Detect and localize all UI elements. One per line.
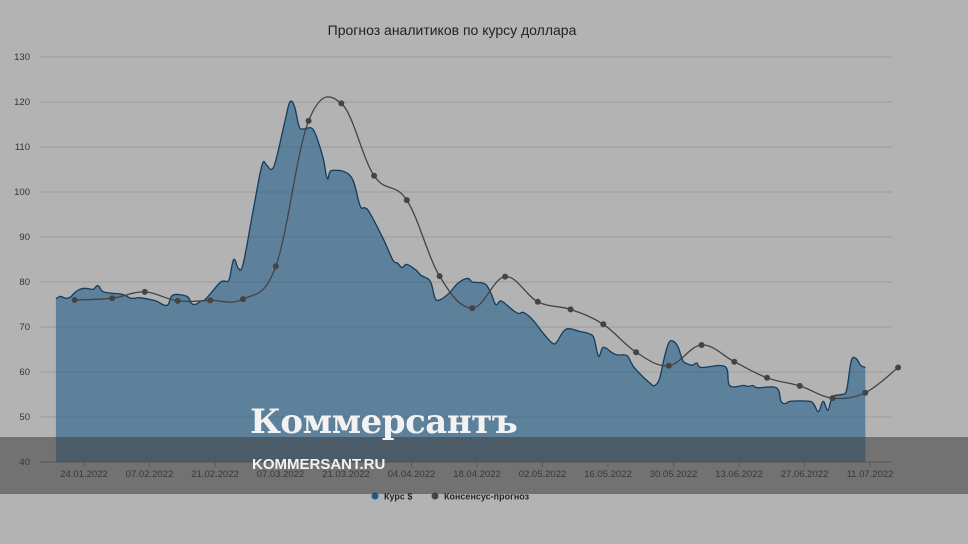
consensus-point [829,395,836,402]
legend-label-kurs: Курс $ [384,492,412,502]
consensus-point [469,305,476,312]
consensus-point [665,362,672,369]
consensus-point [633,349,640,356]
legend-marker-kurs [371,492,379,500]
consensus-point [174,297,181,304]
consensus-point [141,288,148,295]
consensus-point [698,342,705,348]
consensus-point [796,382,803,389]
y-tick-label: 120 [14,97,30,108]
consensus-point [71,297,78,303]
watermark-logo: Коммерсантъ [250,402,518,442]
y-tick-label: 130 [14,52,30,63]
consensus-point [338,100,345,107]
series-line-kurs [55,100,866,413]
y-axis: 130120110100908070605040 [14,52,30,468]
y-tick-label: 70 [19,322,30,333]
watermark-url: KOMMERSANT.RU [252,456,386,473]
watermark-band [0,437,968,494]
consensus-point [895,364,902,371]
consensus-point [502,273,509,280]
y-tick-label: 90 [19,232,30,243]
consensus-point [731,358,738,365]
legend-label-consensus: Консенсус-прогноз [444,492,530,502]
consensus-point [109,295,116,302]
consensus-point [207,297,214,304]
consensus-point [534,298,541,305]
chart-title: Прогноз аналитиков по курсу доллара [328,22,577,38]
consensus-point [371,172,378,179]
y-tick-label: 50 [19,412,30,423]
consensus-point [862,389,869,396]
consensus-point [600,321,607,328]
y-tick-label: 100 [14,187,30,198]
series-layer [55,96,902,462]
consensus-point [764,374,771,381]
consensus-point [436,273,443,280]
consensus-point [240,296,247,303]
consensus-point [272,263,279,270]
legend: Курс $ Консенсус-прогноз [371,492,530,502]
consensus-point [403,197,410,204]
y-tick-label: 110 [15,142,30,153]
legend-marker-consensus [431,492,439,500]
y-tick-label: 80 [19,277,30,288]
consensus-point [305,117,312,124]
y-tick-label: 60 [19,367,30,378]
consensus-point [567,306,574,313]
